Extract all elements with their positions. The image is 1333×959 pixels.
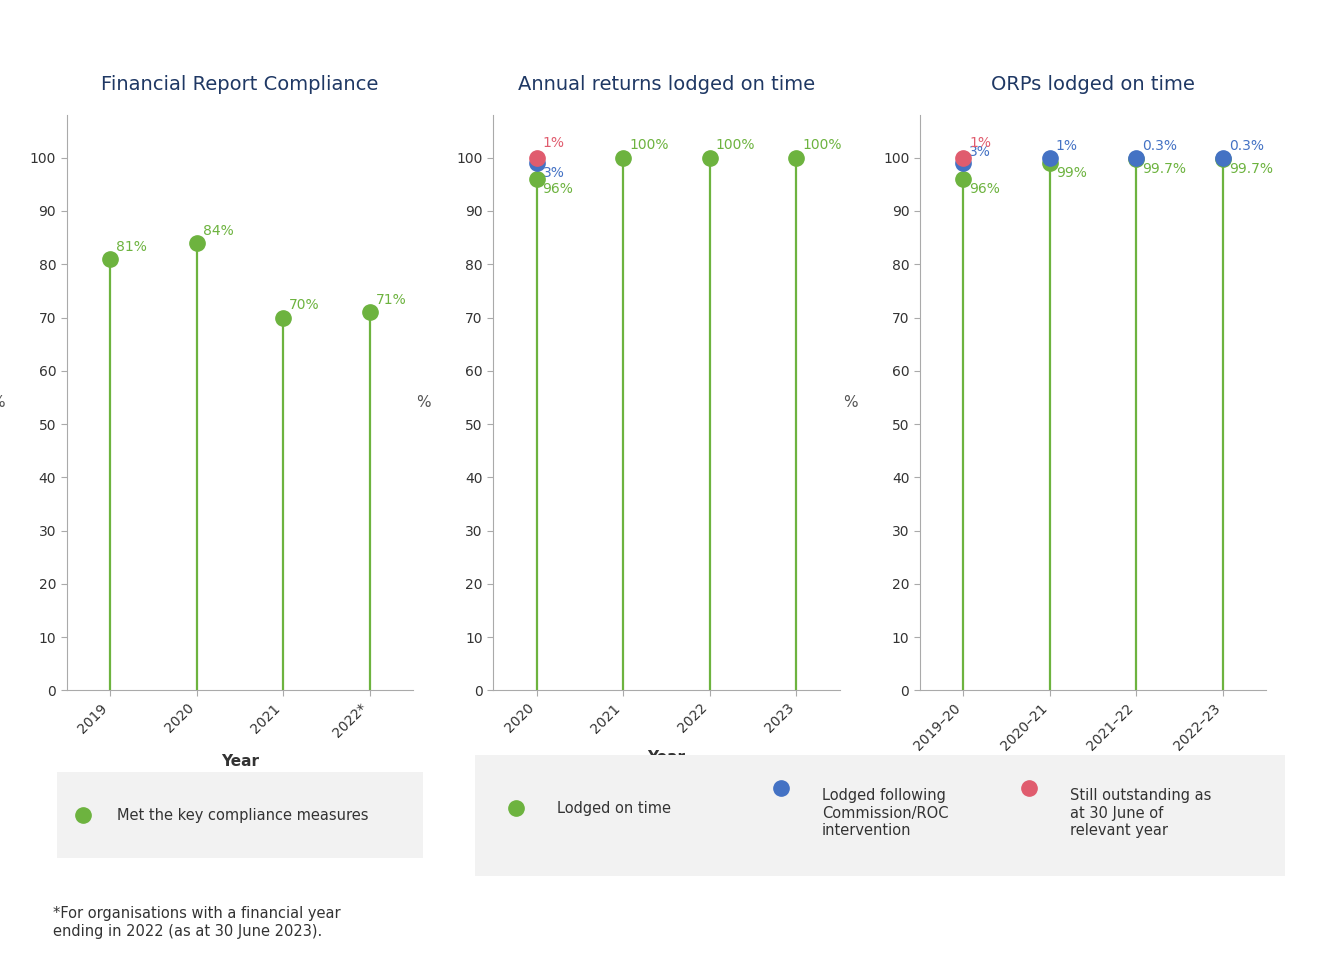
Text: 81%: 81% (116, 240, 147, 253)
Y-axis label: %: % (417, 395, 431, 410)
Text: 0.3%: 0.3% (1229, 139, 1264, 153)
Text: 96%: 96% (543, 181, 573, 196)
Text: 1%: 1% (543, 136, 565, 150)
Text: 96%: 96% (969, 181, 1000, 196)
Text: 0.3%: 0.3% (1142, 139, 1177, 153)
Text: 3%: 3% (543, 166, 564, 179)
Y-axis label: %: % (0, 395, 4, 410)
X-axis label: Year: Year (1074, 767, 1112, 782)
Y-axis label: %: % (844, 395, 857, 410)
Title: Annual returns lodged on time: Annual returns lodged on time (519, 75, 814, 94)
Text: 1%: 1% (1056, 139, 1078, 153)
Text: 71%: 71% (376, 292, 407, 307)
FancyBboxPatch shape (475, 755, 1285, 876)
Text: Met the key compliance measures: Met the key compliance measures (117, 807, 368, 823)
Text: 99%: 99% (1056, 166, 1086, 179)
FancyBboxPatch shape (57, 772, 423, 858)
Text: 99.7%: 99.7% (1229, 162, 1273, 175)
Title: Financial Report Compliance: Financial Report Compliance (101, 75, 379, 94)
X-axis label: Year: Year (221, 755, 259, 769)
Text: 100%: 100% (802, 138, 842, 152)
Text: 99.7%: 99.7% (1142, 162, 1186, 175)
Text: 70%: 70% (289, 298, 320, 313)
Text: 100%: 100% (716, 138, 756, 152)
Text: 3%: 3% (969, 145, 990, 159)
Text: *For organisations with a financial year
ending in 2022 (as at 30 June 2023).: *For organisations with a financial year… (53, 906, 341, 939)
Text: 84%: 84% (203, 223, 233, 238)
Text: Lodged following
Commission/ROC
intervention: Lodged following Commission/ROC interven… (822, 788, 948, 838)
Title: ORPs lodged on time: ORPs lodged on time (992, 75, 1194, 94)
X-axis label: Year: Year (648, 750, 685, 764)
Text: 100%: 100% (629, 138, 669, 152)
Text: 1%: 1% (969, 136, 992, 150)
Text: Lodged on time: Lodged on time (557, 801, 672, 816)
Text: Still outstanding as
at 30 June of
relevant year: Still outstanding as at 30 June of relev… (1070, 788, 1212, 838)
